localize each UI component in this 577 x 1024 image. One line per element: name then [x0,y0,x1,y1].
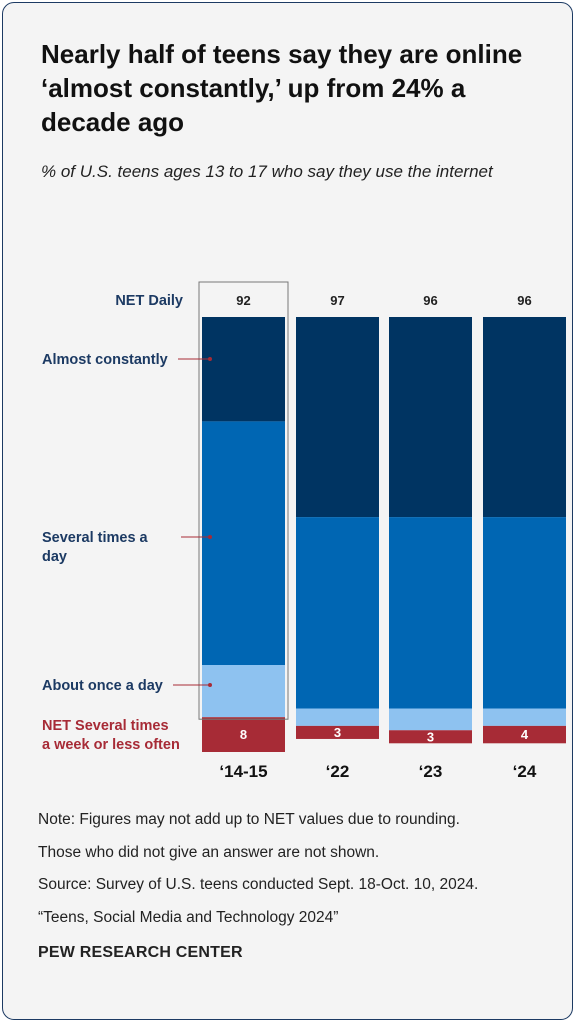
bar-segment-4-1 [202,717,285,752]
source-note: Source: Survey of U.S. teens conducted S… [38,876,479,893]
bar-segment-3-1 [202,665,285,718]
data-label-2: 3 [334,725,341,740]
pew-logo-text: PEW RESEARCH CENTER [38,944,243,961]
chart-subtitle: % of U.S. teens ages 13 to 17 who say th… [41,162,493,181]
bar-segment-3-3 [389,708,472,731]
highlight-box [198,281,289,720]
net-daily-value-1: 92 [236,293,250,308]
bar-segment-4-4 [483,725,566,744]
bar-segment-3-2 [296,708,379,726]
net-daily-label: NET Daily [115,293,183,309]
note-no-answer: Those who did not give an answer are not… [38,843,380,861]
data-label-4: 4 [521,727,529,742]
stacked-bar-chart: NET Daily 8 92 ‘14-15 3 97 ‘22 3 96 ‘23 4 96 ‘24 Almo… [42,281,566,781]
chart-title: Nearly half of teens say they are online… [41,39,523,137]
net-daily-value-2: 97 [330,293,344,308]
x-tick-label-1: ‘14-15 [219,762,267,781]
data-label-1: 8 [240,727,247,742]
data-label-3: 3 [427,729,434,744]
bar-segment-4-3 [389,730,472,744]
bar-segment-1-2 [296,317,379,518]
bar-segment-1-1 [202,317,285,422]
bar-segment-2-1 [202,421,285,665]
bar-segment-1-3 [389,317,472,518]
net-daily-value-4: 96 [517,293,531,308]
bar-segment-2-3 [389,517,472,709]
report-title: “Teens, Social Media and Technology 2024… [38,908,339,926]
bar-segment-3-4 [483,708,566,726]
x-tick-label-4: ‘24 [513,762,537,781]
series-label-3: About once a day [42,678,163,694]
series-label-2: Several times a day [42,530,149,565]
net-daily-value-3: 96 [423,293,437,308]
bar-segment-1-4 [483,317,566,518]
x-tick-label-2: ‘22 [326,762,350,781]
chart-notes: Note: Figures may not add up to NET valu… [38,810,558,940]
series-label-1: Almost constantly [42,352,168,368]
x-tick-label-3: ‘23 [419,762,443,781]
bar-segment-2-4 [483,517,566,709]
note-rounding: Note: Figures may not add up to NET valu… [38,811,460,828]
series-label-4: NET Several times a week or less often [42,718,180,753]
bar-segment-2-2 [296,517,379,709]
leader-dot-2 [208,535,212,539]
bar-segment-4-2 [296,725,379,739]
leader-dot-1 [208,357,212,361]
leader-dot-3 [208,683,212,687]
